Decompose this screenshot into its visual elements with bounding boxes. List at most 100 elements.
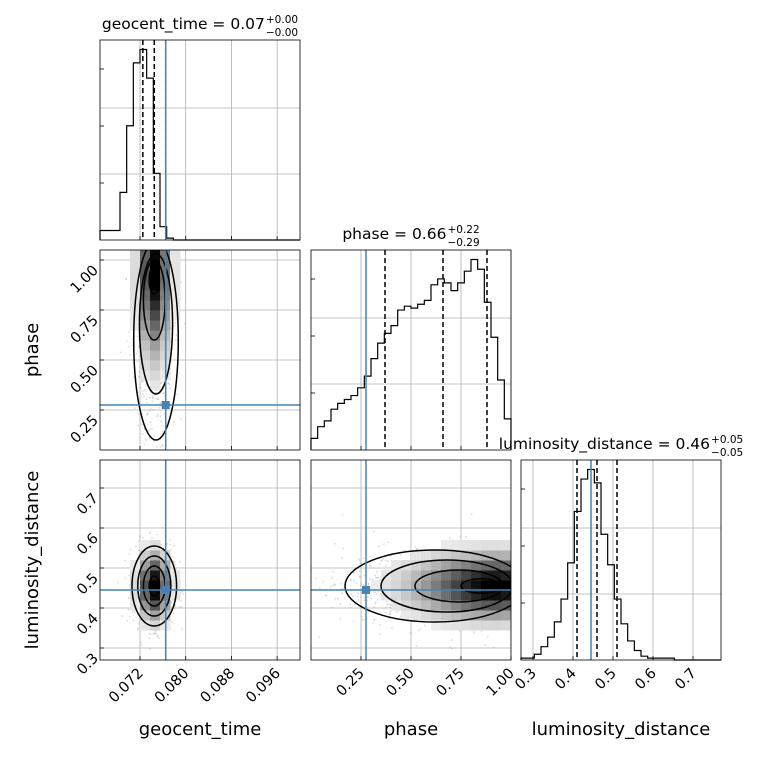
density-cell bbox=[471, 540, 482, 551]
scatter-point bbox=[340, 582, 342, 585]
contour-level-3 bbox=[132, 250, 180, 441]
density-cell bbox=[130, 270, 141, 281]
scatter-point bbox=[173, 324, 176, 327]
x-tick-label-geocent_time: 0.096 bbox=[243, 666, 284, 707]
panel-hist-phase: phase = 0.66 +0.22−0.29 bbox=[310, 224, 512, 451]
scatter-point bbox=[167, 382, 170, 384]
scatter-point bbox=[385, 600, 388, 603]
scatter-point bbox=[162, 425, 164, 427]
scatter-point bbox=[314, 577, 317, 580]
scatter-point bbox=[173, 561, 176, 563]
scatter-point bbox=[367, 582, 370, 585]
scatter-point bbox=[318, 587, 321, 590]
scatter-point bbox=[142, 536, 144, 539]
density-cell bbox=[461, 590, 472, 601]
scatter-point bbox=[182, 593, 185, 596]
scatter-point bbox=[162, 445, 164, 448]
scatter-point bbox=[373, 606, 376, 608]
scatter-point bbox=[341, 587, 344, 590]
x-tick-label-phase: 0.50 bbox=[384, 666, 418, 700]
scatter-point bbox=[389, 612, 392, 615]
scatter-point bbox=[152, 397, 154, 400]
scatter-point bbox=[137, 540, 140, 543]
scatter-point bbox=[143, 443, 146, 446]
scatter-point bbox=[128, 615, 131, 618]
density-cell bbox=[150, 260, 161, 271]
scatter-point bbox=[341, 513, 344, 516]
panel-frame bbox=[99, 39, 301, 241]
panel-title-text: geocent_time = 0.07 bbox=[102, 15, 265, 34]
scatter-point bbox=[386, 603, 389, 606]
density-cell bbox=[130, 580, 141, 591]
panel-title-text: phase = 0.66 bbox=[342, 225, 446, 243]
scatter-point bbox=[138, 344, 140, 347]
density-cell bbox=[471, 590, 482, 601]
scatter-point bbox=[357, 599, 360, 601]
density-cell bbox=[461, 560, 472, 571]
density-cell bbox=[481, 550, 492, 561]
scatter-point bbox=[375, 593, 378, 596]
scatter-point bbox=[138, 623, 141, 626]
scatter-point bbox=[367, 596, 369, 599]
scatter-point bbox=[372, 591, 375, 594]
scatter-point bbox=[146, 413, 148, 416]
scatter-point bbox=[156, 397, 159, 400]
density-cell bbox=[451, 540, 462, 551]
density-cell bbox=[481, 540, 492, 551]
density-cell bbox=[130, 280, 141, 291]
density-cell bbox=[391, 590, 402, 601]
scatter-point bbox=[143, 530, 145, 532]
scatter-point bbox=[301, 587, 303, 589]
scatter-point bbox=[169, 543, 172, 546]
scatter-point bbox=[374, 601, 377, 604]
panel-title: luminosity_distance = 0.46 +0.05−0.05 bbox=[499, 434, 743, 459]
scatter-point bbox=[154, 631, 157, 634]
density-cell bbox=[411, 550, 422, 561]
scatter-point bbox=[127, 597, 130, 599]
scatter-point bbox=[160, 382, 163, 385]
density-cell bbox=[150, 350, 161, 361]
scatter-point bbox=[136, 553, 139, 556]
density-cell bbox=[431, 560, 442, 571]
scatter-point bbox=[145, 438, 147, 441]
scatter-point bbox=[137, 627, 140, 630]
y-tick-label: 0.3 bbox=[74, 651, 102, 679]
scatter-point bbox=[486, 635, 489, 638]
scatter-point bbox=[417, 629, 420, 632]
density-cell bbox=[421, 550, 432, 561]
scatter-point bbox=[156, 445, 158, 448]
scatter-point bbox=[133, 611, 136, 614]
scatter-point bbox=[141, 393, 144, 396]
scatter-point bbox=[373, 618, 376, 621]
scatter-point bbox=[125, 278, 128, 281]
scatter-point bbox=[450, 647, 453, 650]
panel-title-text: luminosity_distance = 0.46 bbox=[499, 435, 710, 454]
scatter-point bbox=[357, 592, 360, 595]
density-cell bbox=[391, 560, 402, 571]
scatter-point bbox=[137, 424, 140, 427]
scatter-point bbox=[415, 548, 418, 551]
scatter-point bbox=[374, 576, 377, 579]
scatter-point bbox=[387, 560, 389, 563]
scatter-point bbox=[484, 644, 486, 647]
scatter-point bbox=[156, 455, 158, 457]
scatter-point bbox=[169, 539, 172, 542]
panel-content bbox=[301, 460, 511, 660]
density-cell bbox=[501, 550, 511, 561]
panel-title-sub: −0.00 bbox=[266, 27, 298, 39]
scatter-point bbox=[161, 526, 164, 529]
scatter-point bbox=[373, 619, 376, 622]
scatter-point bbox=[306, 554, 308, 556]
density-cell bbox=[451, 550, 462, 561]
scatter-point bbox=[459, 535, 462, 538]
density-cell bbox=[491, 540, 502, 551]
scatter-point bbox=[156, 413, 159, 416]
scatter-point bbox=[362, 584, 365, 587]
scatter-point bbox=[152, 408, 155, 411]
density-cell bbox=[461, 580, 472, 591]
density-cell bbox=[471, 620, 482, 631]
histogram-geocent_time bbox=[99, 48, 300, 241]
scatter-point bbox=[150, 470, 152, 472]
scatter-point bbox=[415, 645, 418, 648]
